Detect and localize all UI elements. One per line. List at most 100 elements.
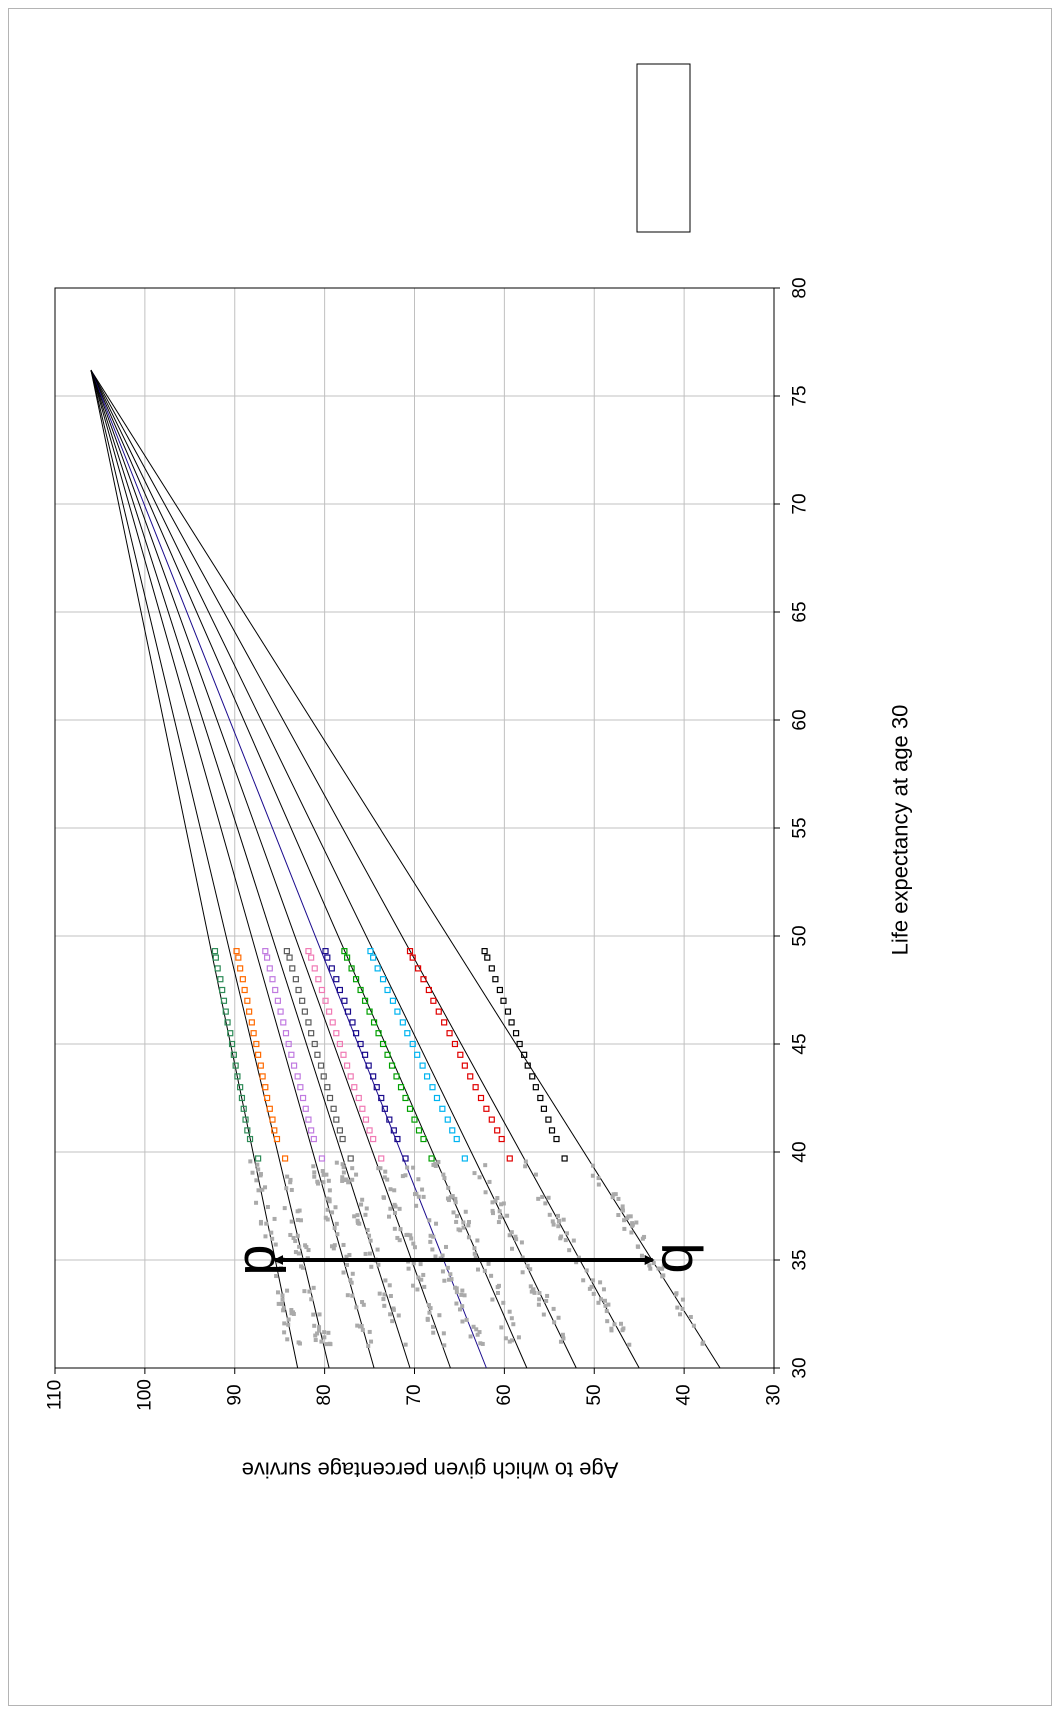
- historical-point: [618, 1321, 623, 1326]
- historical-point: [453, 1196, 458, 1201]
- point-30th: [347, 1155, 354, 1162]
- point-60th: [343, 954, 351, 961]
- historical-point: [324, 1342, 329, 1347]
- historical-point: [601, 1287, 606, 1292]
- historical-point: [395, 1235, 400, 1240]
- historical-point: [609, 1326, 614, 1331]
- historical-point: [297, 1341, 302, 1346]
- historical-point: [556, 1224, 561, 1229]
- fit-line-80th: [90, 369, 640, 1369]
- historical-point: [284, 1186, 289, 1191]
- historical-point: [263, 1185, 268, 1190]
- historical-point: [390, 1319, 395, 1324]
- historical-point: [363, 1212, 368, 1217]
- point-5th: [232, 1062, 239, 1069]
- historical-point: [700, 1341, 705, 1346]
- historical-point: [300, 1265, 305, 1270]
- historical-point: [297, 1208, 302, 1213]
- point-40th: [308, 954, 315, 961]
- point-40th: [305, 948, 312, 955]
- historical-point: [511, 1322, 516, 1327]
- point-20th: [305, 1116, 312, 1123]
- historical-point: [288, 1232, 293, 1237]
- historical-point: [360, 1197, 365, 1202]
- historical-point: [260, 1187, 265, 1192]
- historical-point: [320, 1168, 325, 1173]
- point-5th: [212, 954, 219, 961]
- point-80th: [477, 1094, 485, 1102]
- historical-point: [369, 1264, 374, 1269]
- point-10th: [239, 976, 246, 983]
- historical-point: [472, 1246, 477, 1251]
- point-70th: [453, 1135, 460, 1143]
- historical-point: [629, 1230, 634, 1235]
- historical-point: [256, 1188, 261, 1193]
- point-60th: [341, 948, 348, 955]
- point-10th: [248, 1019, 255, 1026]
- historical-point: [620, 1204, 625, 1209]
- historical-point: [475, 1332, 480, 1337]
- historical-point: [509, 1230, 514, 1235]
- historical-point: [483, 1190, 488, 1195]
- historical-point: [377, 1291, 382, 1296]
- historical-point: [354, 1172, 359, 1177]
- point-30th: [320, 1073, 327, 1080]
- x-axis-title: Life expectancy at age 30: [888, 705, 913, 956]
- point-70th: [394, 1008, 401, 1015]
- historical-point: [322, 1335, 327, 1340]
- point-80th: [506, 1155, 513, 1162]
- point-60th: [348, 965, 355, 972]
- historical-point: [422, 1284, 427, 1289]
- historical-point: [461, 1225, 466, 1230]
- point-30th: [305, 1019, 312, 1026]
- historical-point: [561, 1336, 566, 1341]
- x-tick-label: 45: [790, 1033, 811, 1054]
- historical-point: [383, 1278, 388, 1283]
- historical-point: [421, 1272, 426, 1277]
- historical-point: [487, 1179, 492, 1184]
- point-40th: [326, 1008, 333, 1015]
- historical-point: [509, 1316, 514, 1321]
- historical-point: [418, 1262, 423, 1267]
- point-80th: [441, 1019, 448, 1026]
- historical-point: [680, 1306, 685, 1311]
- historical-point: [563, 1238, 568, 1243]
- historical-point: [454, 1219, 459, 1224]
- historical-point: [475, 1238, 480, 1243]
- historical-point: [622, 1226, 627, 1231]
- point-90th: [553, 1135, 560, 1143]
- point-70th: [379, 976, 387, 983]
- point-70th: [444, 1116, 451, 1123]
- historical-point: [440, 1269, 445, 1274]
- historical-point: [316, 1181, 321, 1186]
- historical-point: [531, 1287, 536, 1292]
- historical-point: [557, 1218, 562, 1223]
- point-30th: [301, 1008, 308, 1015]
- historical-point: [441, 1331, 446, 1336]
- point-50th: [365, 1062, 372, 1069]
- historical-point: [605, 1319, 610, 1324]
- y-tick-label: 90: [224, 1384, 245, 1405]
- historical-point: [295, 1233, 300, 1238]
- historical-point: [474, 1327, 479, 1332]
- historical-point: [442, 1176, 447, 1181]
- historical-point: [510, 1338, 515, 1343]
- point-60th: [379, 1040, 387, 1048]
- point-20th: [310, 1135, 317, 1143]
- historical-point: [304, 1245, 309, 1250]
- point-80th: [488, 1116, 495, 1123]
- point-60th: [428, 1155, 435, 1162]
- historical-point: [355, 1323, 360, 1328]
- point-60th: [397, 1084, 405, 1091]
- point-5th: [238, 1094, 246, 1102]
- point-5th: [255, 1155, 262, 1162]
- annotation-q: q: [641, 1242, 704, 1273]
- point-50th: [361, 1051, 369, 1058]
- historical-point: [296, 1251, 301, 1256]
- historical-point: [571, 1238, 576, 1243]
- historical-point: [477, 1175, 482, 1180]
- historical-point: [545, 1293, 550, 1298]
- historical-point: [281, 1308, 286, 1313]
- fit-line-40th: [90, 369, 451, 1369]
- historical-point: [558, 1339, 563, 1344]
